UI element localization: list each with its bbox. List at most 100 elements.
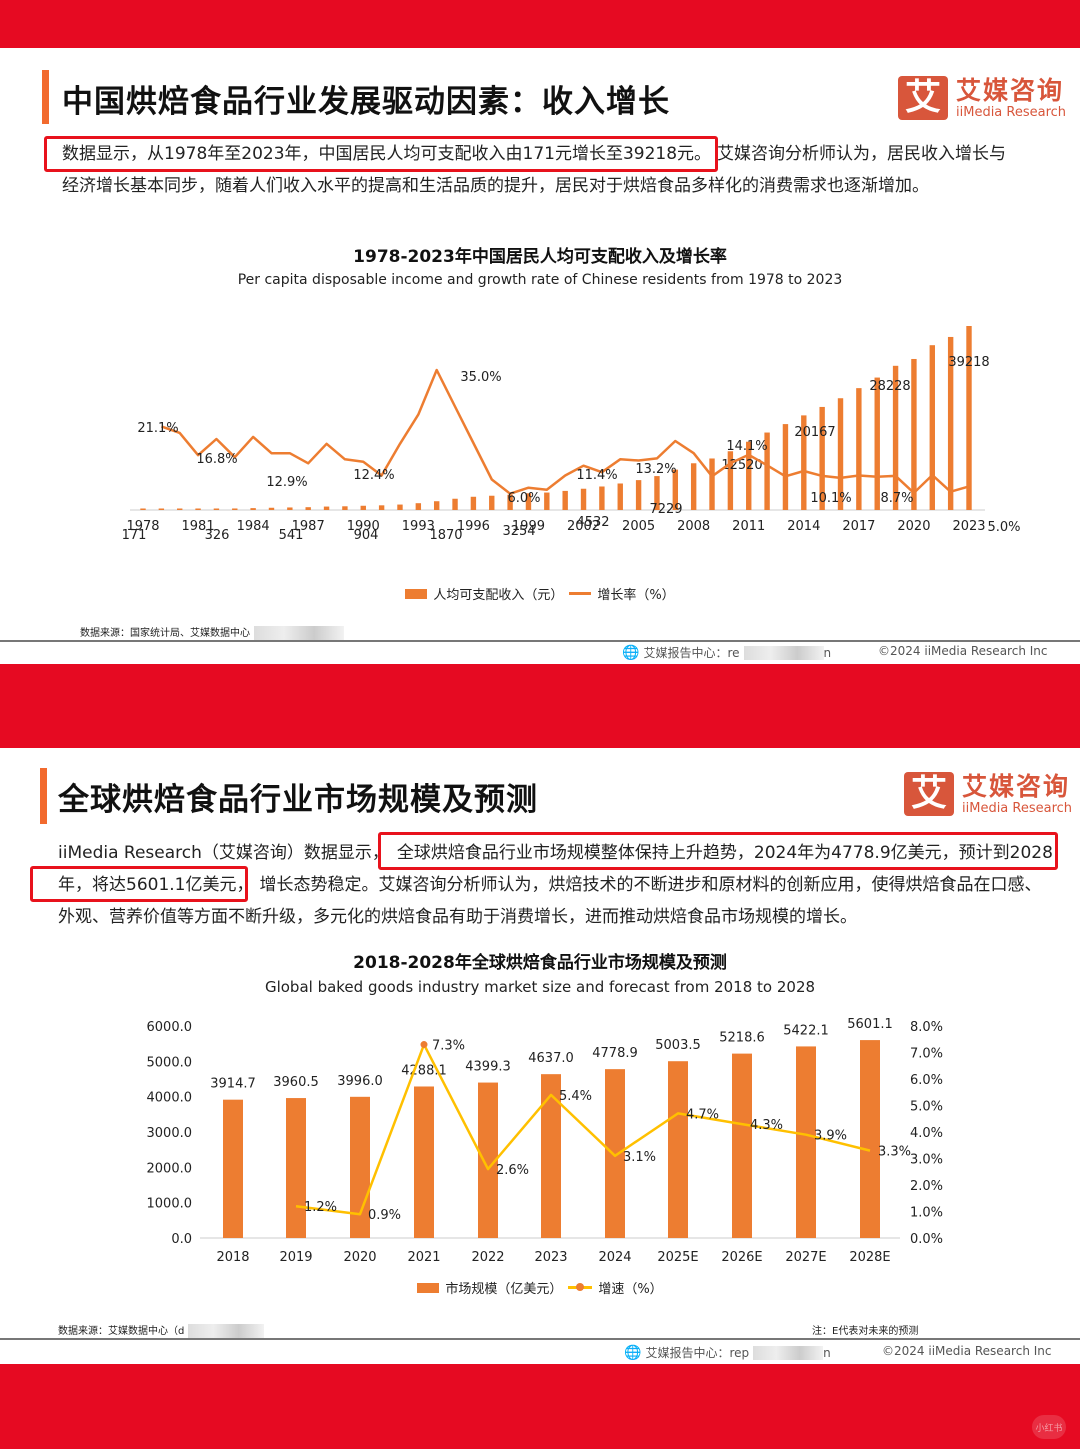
svg-text:0.9%: 0.9% (368, 1208, 401, 1223)
slide-global-market: 全球烘焙食品行业市场规模及预测 艾 艾媒咨询 iiMedia Research … (0, 748, 1080, 1364)
chart-subtitle: Global baked goods industry market size … (264, 978, 816, 996)
svg-text:2023: 2023 (952, 519, 985, 534)
svg-text:2005: 2005 (622, 519, 655, 534)
title-accent-bar (40, 768, 47, 824)
income-bar (672, 469, 679, 510)
svg-text:11.4%: 11.4% (576, 468, 617, 483)
legend-line-swatch-icon (569, 592, 592, 595)
redacted-block (188, 1324, 265, 1338)
svg-text:4637.0: 4637.0 (528, 1051, 574, 1066)
intro-paragraph-line2: 经济增长基本同步，随着人们收入水平的提高和生活品质的提升，居民对于烘焙食品多样化… (62, 176, 929, 196)
svg-text:2025E: 2025E (657, 1250, 698, 1265)
income-bar (544, 492, 550, 510)
logo-cn-text: 艾媒咨询 (962, 771, 1071, 801)
svg-text:3000.0: 3000.0 (147, 1126, 193, 1141)
footer-copyright: ©2024 iiMedia Research Inc (878, 644, 1048, 658)
svg-text:16.8%: 16.8% (196, 452, 237, 467)
paragraph-text: 增长态势稳定。艾媒咨询分析师认为，烘焙技术的不断进步和原材料的创新应用，使得烘焙… (259, 875, 1042, 895)
income-bar (801, 415, 807, 510)
svg-text:7229: 7229 (649, 502, 682, 517)
highlight-box (44, 136, 718, 172)
income-bar (690, 463, 697, 510)
legend-bar-label: 人均可支配收入（元） (433, 588, 564, 603)
income-bar (929, 345, 935, 510)
svg-text:4.7%: 4.7% (686, 1107, 719, 1122)
globe-icon: 🌐 (624, 1344, 642, 1361)
svg-text:2018: 2018 (216, 1250, 249, 1265)
chart-legend: 市场规模（亿美元） 增速（%） (0, 1278, 1080, 1297)
svg-text:1990: 1990 (347, 519, 380, 534)
svg-text:2011: 2011 (732, 519, 765, 534)
svg-text:4399.3: 4399.3 (465, 1060, 511, 1075)
chart-legend: 人均可支配收入（元） 增长率（%） (0, 584, 1080, 603)
income-bar (489, 495, 495, 510)
svg-text:21.1%: 21.1% (137, 421, 178, 436)
income-bar (856, 388, 862, 510)
svg-text:3.1%: 3.1% (623, 1150, 656, 1165)
svg-text:5422.1: 5422.1 (783, 1023, 829, 1038)
svg-text:39218: 39218 (948, 355, 989, 370)
intro-paragraph-line3: 外观、营养价值等方面不断升级，多元化的烘焙食品有助于消费增长，进而推动烘焙食品市… (58, 907, 857, 927)
footer-label: 艾媒报告中心：rep (645, 1346, 750, 1360)
svg-text:1.0%: 1.0% (910, 1206, 943, 1221)
svg-text:3.3%: 3.3% (878, 1145, 911, 1160)
logo-cn-text: 艾媒咨询 (956, 75, 1065, 105)
svg-text:13.2%: 13.2% (635, 462, 676, 477)
svg-text:4000.0: 4000.0 (147, 1091, 193, 1106)
highlighted-sentence: 全球烘焙食品行业市场规模整体保持上升趋势，2024年为4778.9亿美元，预计到… (396, 843, 1053, 863)
market-size-bar (732, 1053, 752, 1238)
watermark: 小红书 (1032, 1415, 1066, 1439)
svg-text:3254: 3254 (502, 524, 535, 539)
svg-text:1000.0: 1000.0 (147, 1197, 193, 1212)
market-size-bar (478, 1082, 498, 1238)
svg-text:6.0%: 6.0% (507, 491, 540, 506)
page-title: 全球烘焙食品行业市场规模及预测 (58, 782, 538, 818)
svg-text:2022: 2022 (471, 1250, 504, 1265)
svg-text:4532: 4532 (576, 515, 609, 530)
legend-bar-swatch-icon (417, 1282, 440, 1293)
svg-text:20167: 20167 (794, 425, 835, 440)
intro-paragraph-line1: iiMedia Research（艾媒咨询）数据显示， 全球烘焙食品行业市场规模整… (58, 837, 1053, 869)
chart-title: 1978-2023年中国居民人均可支配收入及增长率 (353, 247, 727, 267)
legend-line-label: 增长率（%） (597, 588, 675, 603)
footer-label: 艾媒报告中心：re (643, 646, 740, 660)
income-bar (397, 504, 403, 510)
svg-text:1984: 1984 (237, 519, 270, 534)
income-bar (268, 507, 275, 510)
income-bar (195, 508, 201, 510)
svg-text:2002: 2002 (567, 519, 600, 534)
svg-text:5601.1: 5601.1 (847, 1017, 893, 1032)
income-bar (213, 508, 220, 510)
svg-text:3914.7: 3914.7 (210, 1077, 256, 1092)
title-accent-bar (42, 70, 49, 124)
income-bar (140, 508, 146, 510)
svg-text:2000.0: 2000.0 (147, 1161, 193, 1176)
svg-text:5.0%: 5.0% (910, 1100, 943, 1115)
market-size-chart: 0.0 1000.0 2000.0 3000.0 4000.0 5000.0 6000.0 0… (147, 1017, 944, 1265)
legend-line-swatch-icon (568, 1283, 593, 1291)
market-size-bar (860, 1040, 880, 1238)
income-bar (433, 501, 440, 510)
legend-bar-label: 市场规模（亿美元） (445, 1282, 563, 1297)
svg-text:1.2%: 1.2% (304, 1200, 337, 1215)
income-bar (507, 494, 513, 510)
footer-tail: n (823, 645, 832, 660)
logo-en-text: iiMedia Research (962, 800, 1073, 816)
svg-text:6.0%: 6.0% (910, 1073, 943, 1088)
svg-text:3.9%: 3.9% (814, 1129, 847, 1144)
logo-mark-icon: 艾 (904, 772, 954, 816)
iimedia-logo: 艾 艾媒咨询 iiMedia Research (904, 772, 1072, 816)
svg-text:4778.9: 4778.9 (592, 1046, 638, 1061)
svg-text:0.0: 0.0 (171, 1232, 192, 1247)
chart-subtitle: Per capita disposable income and growth … (237, 272, 843, 288)
footer-divider (0, 640, 1080, 642)
data-source-text: 数据来源：艾媒数据中心（d (58, 1326, 185, 1337)
svg-text:7.3%: 7.3% (432, 1039, 465, 1054)
svg-text:541: 541 (279, 528, 304, 543)
logo-en-text: iiMedia Research (956, 104, 1067, 120)
income-bar (250, 508, 256, 510)
income-bar (874, 377, 880, 510)
income-bar (158, 508, 165, 510)
svg-text:28228: 28228 (869, 379, 910, 394)
svg-text:1996: 1996 (457, 519, 490, 534)
